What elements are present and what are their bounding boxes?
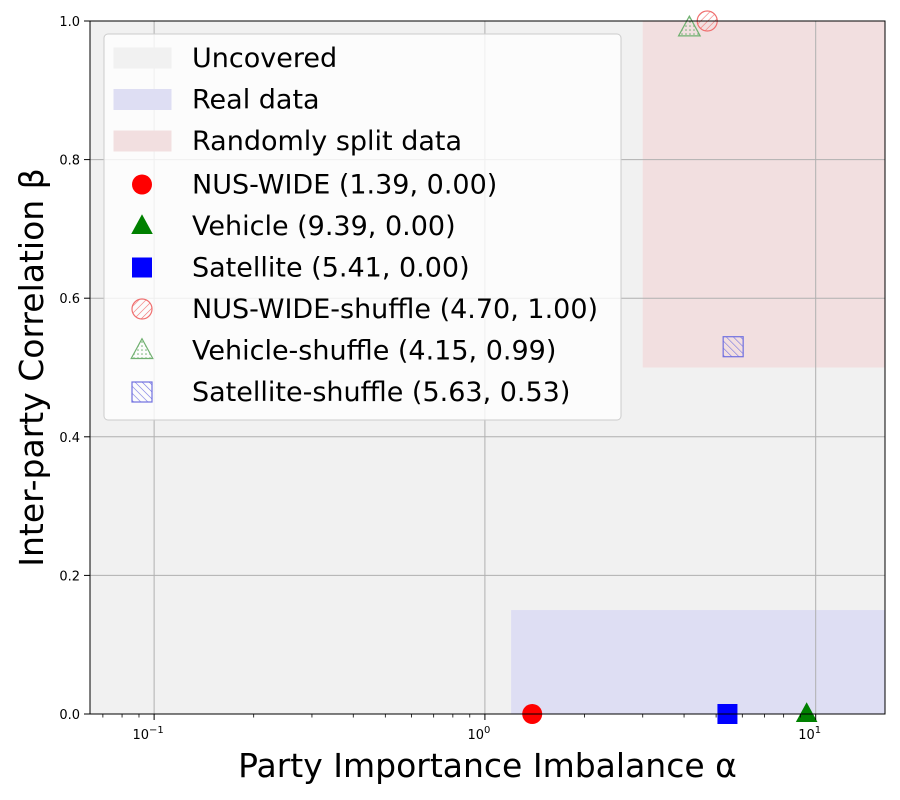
legend-label-vehicle: Vehicle (9.39, 0.00) — [192, 211, 456, 242]
y-tick-label: 1.0 — [59, 15, 80, 30]
legend-label-nus-wide-shuffle: NUS-WIDE-shuffle (4.70, 1.00) — [192, 294, 598, 325]
legend-marker-nus-wide-shuffle — [131, 298, 153, 320]
region-real-data — [511, 610, 885, 714]
legend-marker-satellite — [132, 257, 152, 278]
legend-label-nus-wide: NUS-WIDE (1.39, 0.00) — [192, 170, 497, 201]
legend-marker-vehicle-shuffle — [130, 337, 154, 360]
legend: Uncovered Real data Randomly split data NUS… — [103, 33, 622, 421]
legend-swatch-real-data — [113, 89, 172, 110]
legend-box — [103, 33, 622, 421]
legend-swatch-uncovered — [113, 47, 172, 69]
y-tick-label: 0.4 — [59, 431, 80, 446]
x-tick-label: 10−1 — [132, 725, 163, 743]
y-tick-label: 0.0 — [59, 708, 80, 723]
x-tick-label: 101 — [798, 725, 821, 743]
ticks-layer: 10−1 100 101 0.0 0.2 0.4 0.6 0.8 1.0 — [59, 15, 821, 743]
region-randomly-split-data — [642, 21, 885, 368]
legend-marker-vehicle — [131, 214, 153, 234]
legend-marker-nus-wide — [132, 174, 152, 195]
point-vehicle — [795, 702, 818, 722]
legend-label-vehicle-shuffle: Vehicle-shuffle (4.15, 0.99) — [192, 336, 556, 367]
y-tick-label: 0.8 — [59, 154, 80, 169]
legend-label-real-data: Real data — [192, 85, 320, 116]
legend-label-uncovered: Uncovered — [192, 43, 337, 74]
legend-label-satellite: Satellite (5.41, 0.00) — [192, 253, 470, 284]
legend-marker-satellite-shuffle — [131, 381, 153, 403]
legend-items: Uncovered Real data Randomly split data NUS… — [113, 43, 598, 408]
point-vehicle-shuffle — [677, 14, 702, 37]
x-tick-label: 100 — [467, 725, 490, 743]
legend-label-randomly-split-data: Randomly split data — [192, 126, 462, 157]
y-tick-label: 0.2 — [59, 569, 80, 584]
legend-swatch-randomly-split-data — [113, 130, 172, 152]
x-axis-label: Party Importance Imbalance α — [238, 746, 737, 785]
y-tick-label: 0.6 — [59, 292, 80, 307]
y-axis-label: Inter-party Correlation β — [12, 168, 51, 566]
legend-label-satellite-shuffle: Satellite-shuffle (5.63, 0.53) — [192, 377, 570, 408]
plot-frame — [89, 20, 886, 715]
point-satellite-shuffle — [722, 336, 744, 358]
